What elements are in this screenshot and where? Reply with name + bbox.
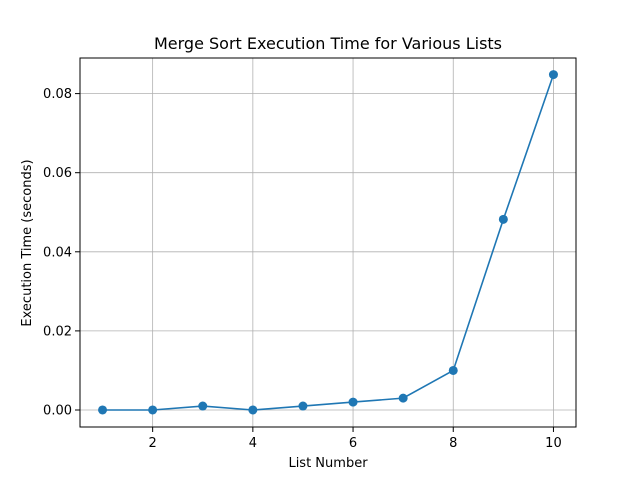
x-tick-label: 2 — [149, 436, 157, 451]
y-tick-label: 0.06 — [43, 166, 72, 181]
y-tick-label: 0.04 — [43, 245, 72, 260]
data-point — [98, 405, 108, 415]
chart-title: Merge Sort Execution Time for Various Li… — [154, 34, 502, 53]
data-point — [198, 401, 208, 411]
x-tick-label: 8 — [449, 436, 457, 451]
x-tick-label: 10 — [545, 436, 562, 451]
y-tick-label: 0.08 — [43, 87, 72, 102]
x-tick-label: 6 — [349, 436, 357, 451]
x-axis-ticks: 2 4 6 8 10 — [149, 427, 562, 451]
plot-frame — [79, 57, 577, 428]
data-point — [348, 397, 358, 407]
y-tick-label: 0.00 — [43, 403, 72, 418]
y-axis-ticks: 0.00 0.02 0.04 0.06 0.08 — [43, 87, 80, 418]
data-series — [98, 70, 558, 415]
y-tick-label: 0.02 — [43, 324, 72, 339]
x-tick-label: 4 — [249, 436, 257, 451]
y-axis-label: Execution Time (seconds) — [20, 159, 35, 326]
data-point — [448, 365, 458, 375]
data-point — [298, 401, 308, 411]
series-line — [102, 74, 555, 411]
data-point — [398, 393, 408, 403]
data-point — [148, 405, 158, 415]
data-point — [548, 70, 558, 80]
data-point — [498, 214, 508, 224]
data-point — [248, 405, 258, 415]
x-axis-label: List Number — [288, 456, 368, 471]
